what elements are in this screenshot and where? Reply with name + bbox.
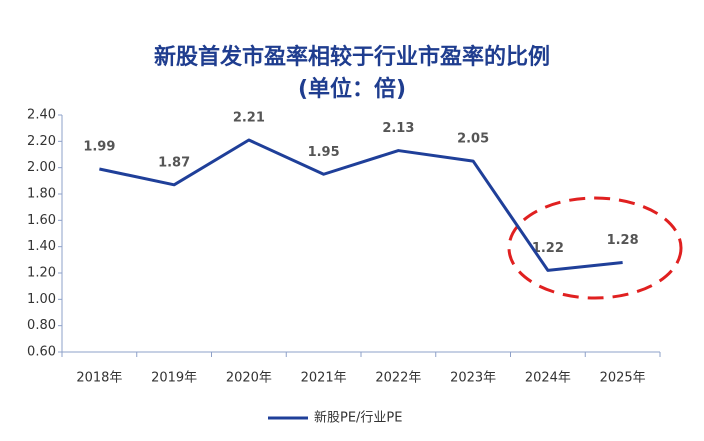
- value-label: 1.95: [308, 145, 340, 160]
- chart-title: 新股首发市盈率相较于行业市盈率的比例: [154, 44, 550, 70]
- x-tick-label: 2018年: [76, 371, 122, 386]
- y-tick-label: 0.80: [27, 318, 56, 333]
- x-tick-label: 2019年: [151, 371, 197, 386]
- y-tick-label: 2.40: [27, 108, 56, 123]
- y-tick-label: 1.80: [27, 187, 56, 202]
- highlight-ellipse: [507, 196, 683, 300]
- y-tick-label: 1.40: [27, 239, 56, 254]
- y-tick-label: 1.60: [27, 213, 56, 228]
- value-label: 1.28: [607, 233, 639, 248]
- value-label: 2.13: [382, 121, 414, 136]
- x-tick-label: 2023年: [450, 371, 496, 386]
- y-tick-label: 1.20: [27, 266, 56, 281]
- x-tick-label: 2024年: [525, 371, 571, 386]
- x-tick-label: 2025年: [600, 371, 646, 386]
- chart-subtitle: (单位：倍): [298, 76, 406, 102]
- line-series: [99, 138, 623, 272]
- value-label: 2.21: [233, 111, 265, 126]
- x-tick-label: 2021年: [301, 371, 347, 386]
- y-tick-label: 0.60: [27, 345, 56, 360]
- value-label: 1.22: [532, 241, 564, 256]
- value-label: 1.87: [158, 155, 190, 170]
- legend-label: 新股PE/行业PE: [314, 410, 403, 426]
- x-tick-label: 2020年: [226, 371, 272, 386]
- y-tick-label: 2.00: [27, 160, 56, 175]
- value-label: 1.99: [83, 139, 115, 154]
- x-tick-label: 2022年: [375, 371, 421, 386]
- y-tick-label: 2.20: [27, 134, 56, 149]
- value-label: 2.05: [457, 132, 489, 147]
- y-tick-label: 1.00: [27, 292, 56, 307]
